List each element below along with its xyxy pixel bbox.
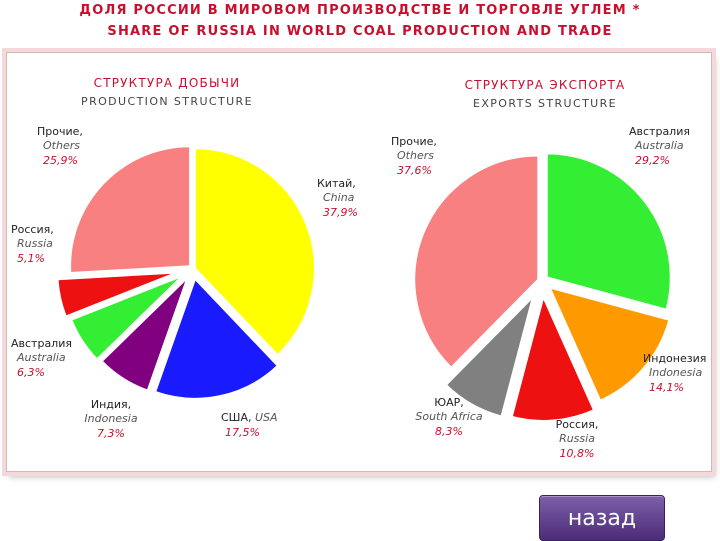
chart-panel: СТРУКТУРА ДОБЫЧИ PRODUCTION STRUCTURE Кита… [6, 52, 712, 472]
pie-slice [413, 154, 540, 370]
slice-name: США, USA [221, 411, 278, 424]
slice-name-ru: Россия, [556, 418, 599, 431]
slice-value-label: 14,1% [649, 381, 684, 394]
charts-svg: СТРУКТУРА ДОБЫЧИ PRODUCTION STRUCTURE Кита… [11, 76, 706, 460]
slice-name-ru: Китай, [317, 177, 356, 190]
slice-label: США, USA 17,5% [221, 411, 278, 439]
slice-name-ru: Прочие, [37, 125, 83, 138]
pie-title: СТРУКТУРА ЭКСПОРТА [465, 78, 626, 92]
pie-slice [69, 145, 192, 275]
slice-value-label: 6,3% [17, 366, 45, 379]
back-button[interactable]: назад [539, 495, 665, 541]
slice-label: Россия,Russia 5,1% [11, 223, 54, 265]
slice-name-en: Australia [16, 351, 66, 364]
slice-label: Индия,Indonesia 7,3% [84, 398, 137, 440]
slice-name-ru: Прочие, [391, 135, 437, 148]
slice-value-label: 37,9% [323, 206, 358, 219]
pie-slice [70, 274, 184, 361]
slice-name-ru: Россия, [11, 223, 54, 236]
slice-name-en: South Africa [415, 410, 482, 423]
slice-name-en: Indonesia [84, 412, 137, 425]
pie-slice [444, 293, 536, 418]
slice-value-label: 37,6% [397, 164, 432, 177]
slice-name-en: Others [43, 139, 80, 152]
slice-value-label: 29,2% [635, 154, 670, 167]
slice-name-ru: ЮАР, [434, 396, 464, 409]
slice-name-ru: Индонезия [643, 352, 706, 365]
slice-label: Прочие,Others 37,6% [391, 135, 437, 177]
slice-name-en: Indonesia [649, 366, 702, 379]
pie-chart-2: СТРУКТУРА ЭКСПОРТА EXPORTS STRUCTURE Австр… [391, 78, 706, 460]
pie-subtitle: EXPORTS STRUCTURE [473, 97, 617, 110]
slice-value-label: 17,5% [225, 426, 260, 439]
pie-title: СТРУКТУРА ДОБЫЧИ [94, 76, 241, 90]
slice-value-label: 5,1% [17, 252, 45, 265]
slice-name-en: Russia [559, 432, 595, 445]
slice-label: Россия,Russia 10,8% [556, 418, 599, 460]
slice-label: Китай,China 37,9% [317, 177, 358, 219]
pie-slice [193, 147, 316, 357]
page-title: ДОЛЯ РОССИИ В МИРОВОМ ПРОИЗВОДСТВЕ И ТОР… [79, 3, 641, 18]
slice-label: ЮАР,South Africa 8,3% [415, 396, 482, 438]
slice-name-ru: США, [221, 411, 255, 424]
slice-name-en: China [323, 191, 355, 204]
pie-slice [153, 276, 280, 400]
slice-name-en: Australia [634, 139, 684, 152]
pie-slice [545, 152, 672, 311]
pie-slice [547, 285, 671, 402]
pie-chart-1: СТРУКТУРА ДОБЫЧИ PRODUCTION STRUCTURE Кита… [11, 76, 358, 440]
pie-slice [56, 271, 178, 318]
pie-subtitle: PRODUCTION STRUCTURE [81, 95, 253, 108]
slice-name-ru: Австралия [629, 125, 690, 138]
slice-label: Прочие,Others 25,9% [37, 125, 83, 167]
slice-name-en: USA [255, 411, 278, 424]
slice-name-en: Others [397, 149, 434, 162]
slice-name-ru: Австралия [11, 337, 72, 350]
slice-name-ru: Индия, [91, 398, 131, 411]
slice-name-en: Russia [17, 237, 53, 250]
slice-value-label: 7,3% [97, 427, 125, 440]
slice-value-label: 25,9% [43, 154, 78, 167]
pie-slice [510, 293, 596, 422]
page-subtitle: SHARE OF RUSSIA IN WORLD COAL PRODUCTION… [107, 24, 613, 39]
slice-value-label: 10,8% [560, 447, 595, 460]
slice-value-label: 8,3% [435, 425, 463, 438]
pie-slice [100, 276, 189, 392]
